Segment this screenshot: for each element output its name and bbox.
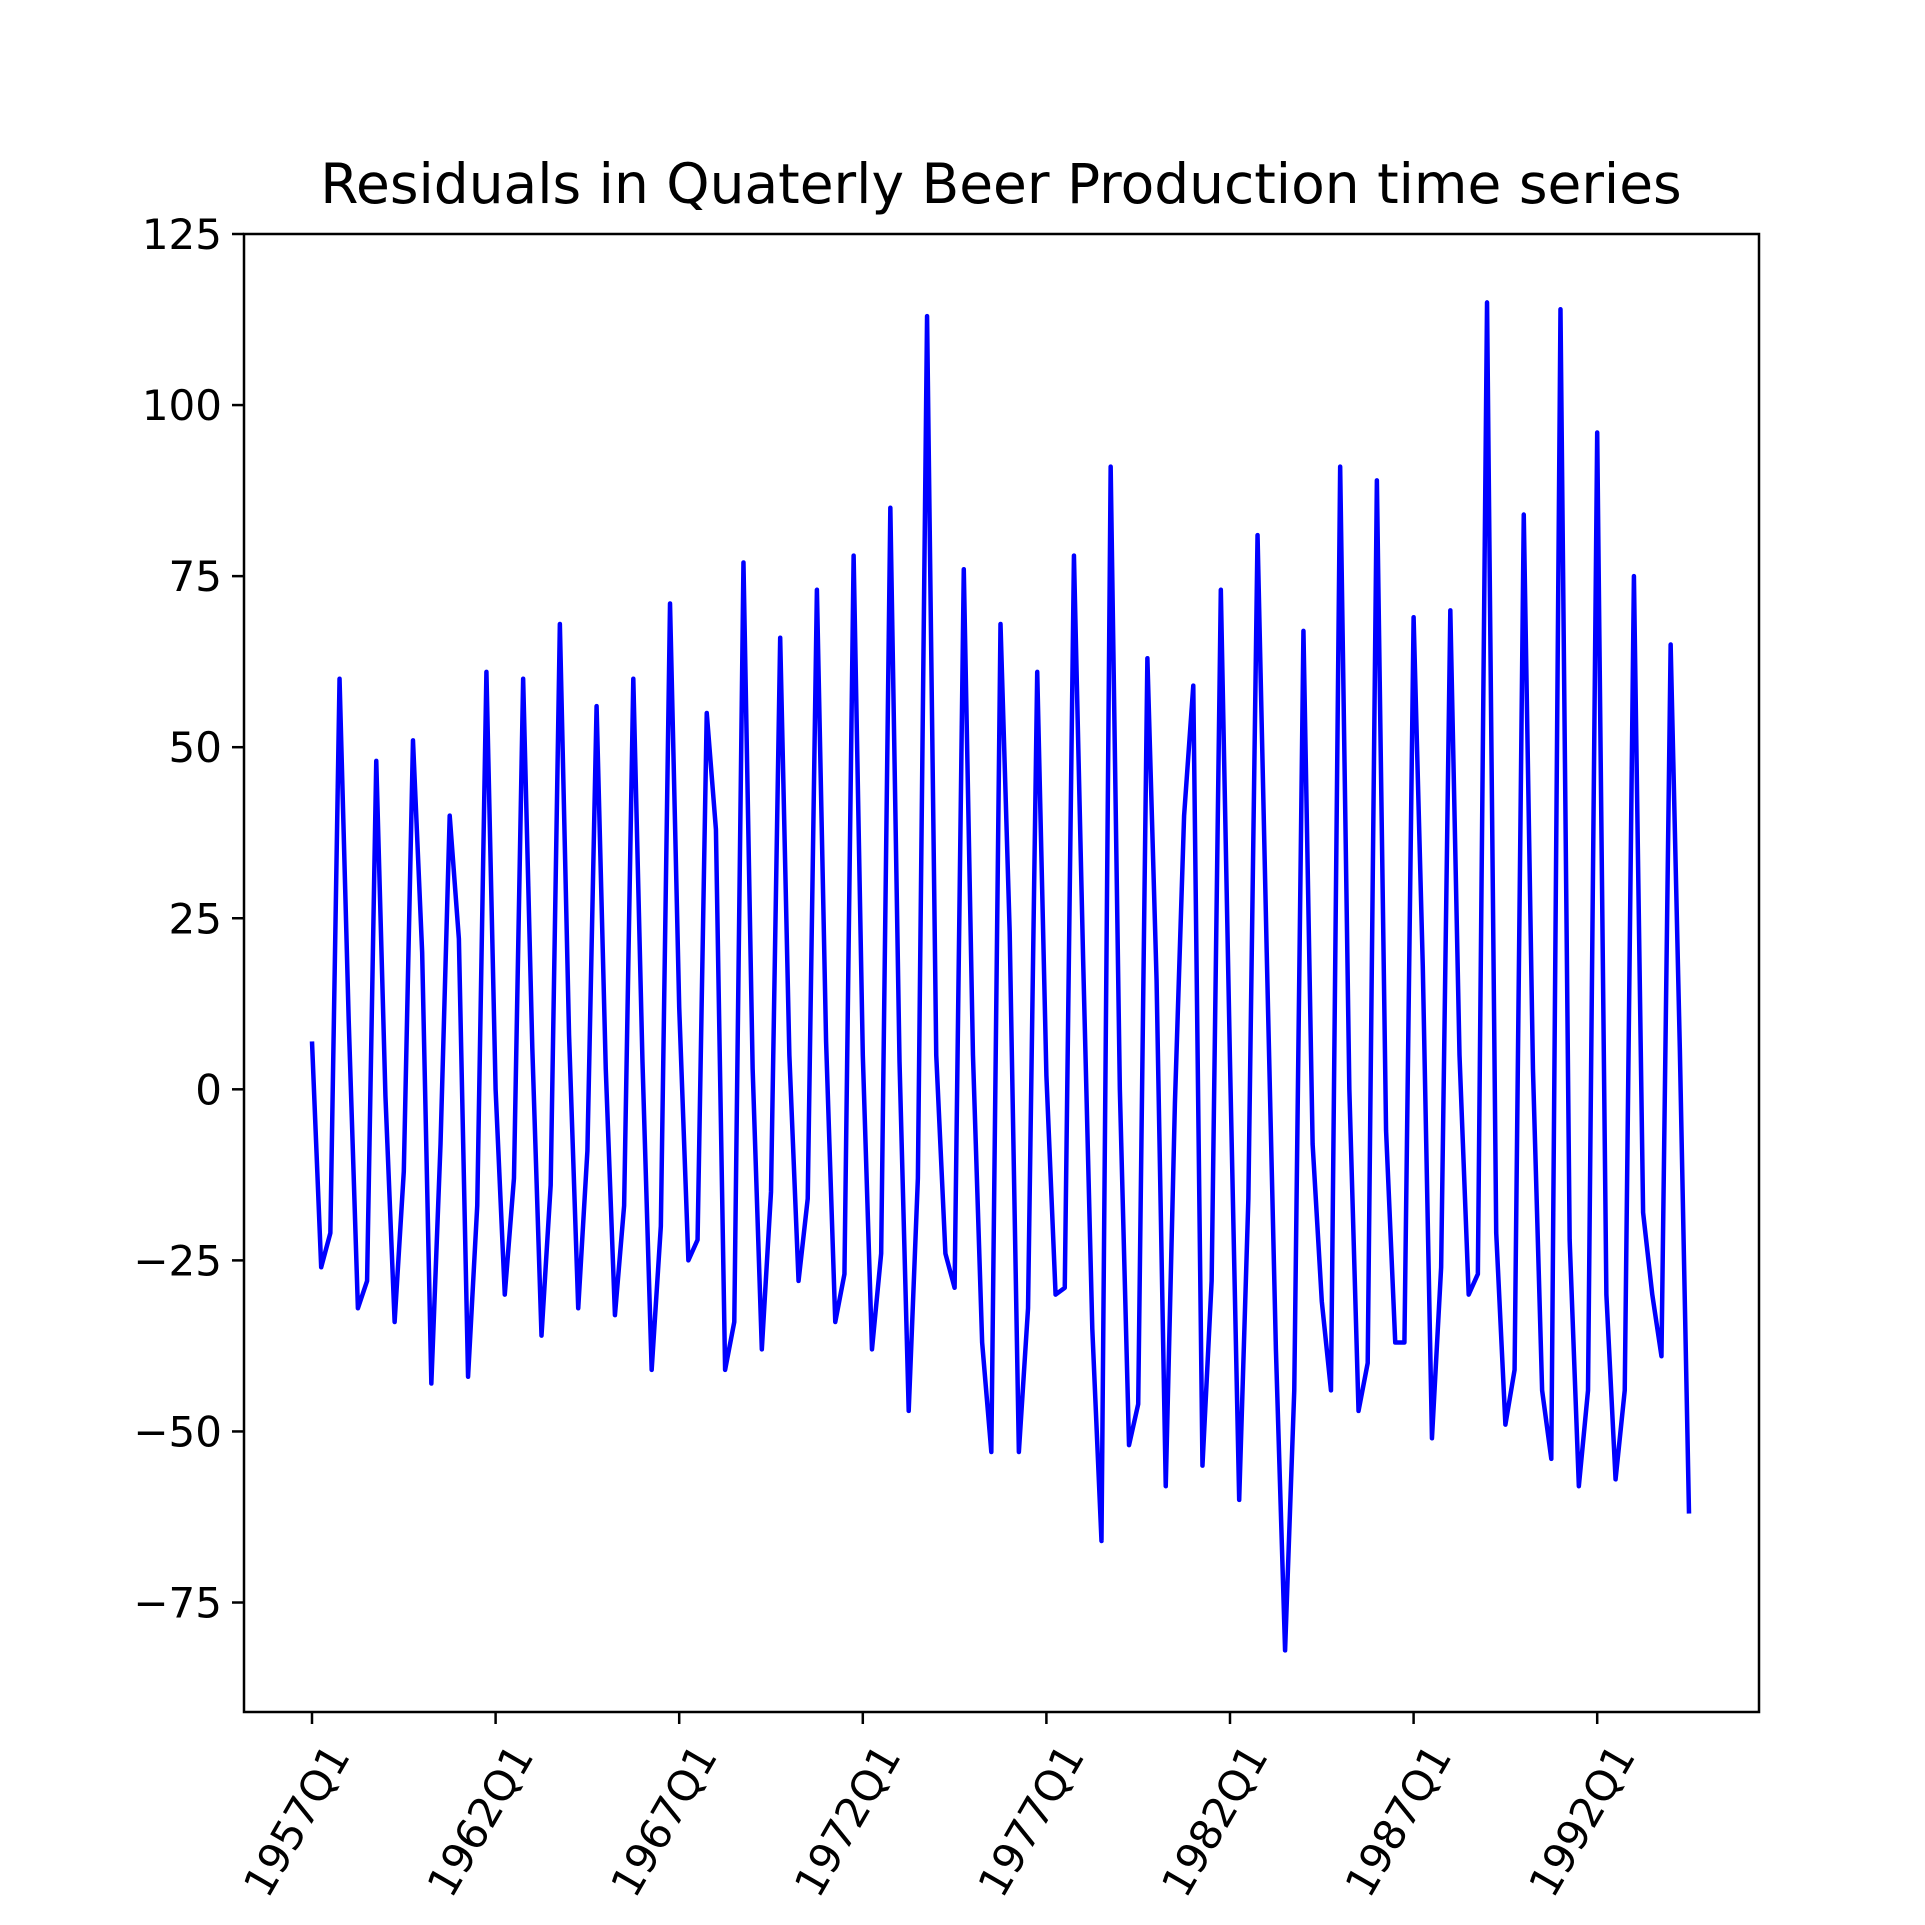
chart-title: Residuals in Quaterly Beer Production ti… <box>320 152 1681 216</box>
residuals-series-line <box>309 300 1692 1653</box>
y-tick-label: −75 <box>133 1579 222 1628</box>
y-tick-label: 125 <box>142 210 222 259</box>
axes-frame <box>242 232 1761 1714</box>
y-tick-label: 25 <box>169 894 222 943</box>
y-tick-label: 75 <box>169 552 222 601</box>
y-tick-label: 100 <box>142 381 222 430</box>
y-axis: 125 100 75 50 25 0 −25 −50 −75 <box>133 210 244 1628</box>
plot-area <box>309 300 1692 1653</box>
y-tick-label: 50 <box>169 723 222 772</box>
y-tick-label: −25 <box>133 1236 222 1285</box>
y-tick-label: 0 <box>195 1065 222 1114</box>
y-tick-label: −50 <box>133 1407 222 1456</box>
